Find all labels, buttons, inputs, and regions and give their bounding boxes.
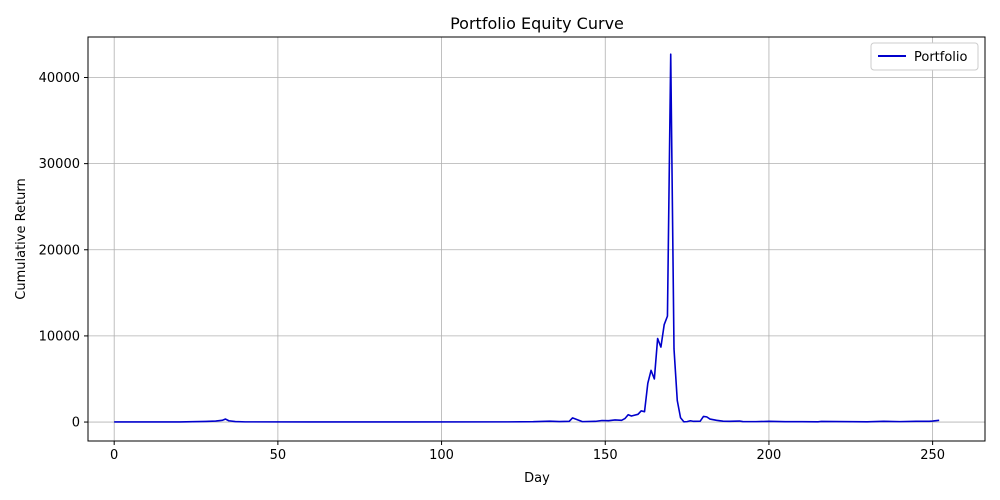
series-line-portfolio bbox=[114, 53, 940, 423]
legend: Portfolio bbox=[870, 42, 979, 71]
legend-box bbox=[870, 42, 979, 71]
x-axis-ticks: 0 50 100 150 200 250 bbox=[110, 441, 945, 463]
x-tick-label: 100 bbox=[429, 448, 454, 463]
series-layer bbox=[114, 53, 940, 423]
y-tick-label: 20000 bbox=[39, 243, 80, 258]
x-tick-label: 50 bbox=[270, 448, 287, 463]
y-tick-label: 10000 bbox=[39, 329, 80, 344]
x-tick-label: 200 bbox=[757, 448, 782, 463]
legend-label-portfolio: Portfolio bbox=[914, 50, 968, 65]
x-tick-label: 150 bbox=[593, 448, 618, 463]
y-tick-label: 40000 bbox=[39, 71, 80, 86]
y-tick-label: 30000 bbox=[39, 157, 80, 172]
x-axis-label: Day bbox=[524, 471, 550, 486]
x-tick-label: 250 bbox=[920, 448, 945, 463]
plot-area-frame bbox=[87, 36, 986, 442]
x-tick-label: 0 bbox=[110, 448, 118, 463]
y-axis-ticks: 0 10000 20000 30000 40000 bbox=[39, 71, 88, 431]
y-tick-label: 0 bbox=[72, 416, 80, 431]
y-axis-label: Cumulative Return bbox=[14, 178, 29, 299]
chart-title: Portfolio Equity Curve bbox=[450, 14, 624, 33]
